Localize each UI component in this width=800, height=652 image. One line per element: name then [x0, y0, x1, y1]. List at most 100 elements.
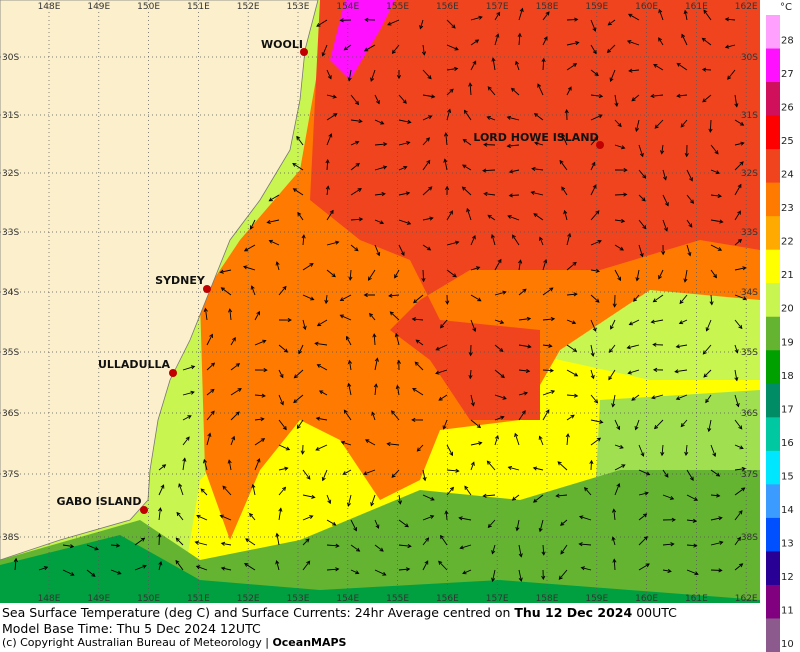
colorbar-label: 18 — [781, 371, 794, 382]
arrow-head — [445, 300, 450, 305]
current-arrow — [677, 94, 688, 97]
arrow-head — [327, 75, 332, 80]
arrow-head — [739, 445, 744, 450]
current-arrow — [294, 369, 304, 379]
arrow-head — [664, 227, 668, 232]
arrow-head — [651, 395, 656, 400]
arrow-head — [669, 495, 675, 500]
arrow-head — [631, 97, 636, 102]
current-arrow — [370, 69, 376, 82]
arrow-head — [449, 210, 453, 215]
arrow-head — [284, 466, 289, 471]
current-arrow — [230, 363, 240, 371]
current-arrow — [590, 437, 601, 446]
current-arrow — [206, 389, 215, 396]
arrow-head — [522, 288, 527, 293]
current-arrow — [612, 537, 616, 546]
current-arrow — [492, 569, 496, 582]
colorbar-label: 10 — [781, 639, 794, 650]
arrow-head — [429, 216, 434, 221]
current-arrow — [679, 319, 688, 324]
arrow-head — [478, 441, 483, 446]
current-arrow — [315, 444, 328, 451]
arrow-head — [468, 374, 473, 380]
current-arrow — [509, 169, 520, 173]
arrow-head — [268, 197, 273, 202]
current-arrow — [297, 212, 304, 221]
arrow-head — [279, 373, 284, 379]
current-arrow — [539, 237, 544, 246]
arrow-head — [462, 138, 467, 143]
current-arrow — [388, 294, 400, 297]
current-arrow — [374, 143, 387, 146]
current-arrow — [734, 394, 739, 407]
current-arrow — [470, 462, 475, 471]
current-arrow — [734, 161, 744, 171]
arrow-head — [243, 247, 249, 252]
arrow-head — [464, 485, 469, 490]
current-arrow — [302, 515, 313, 521]
current-arrow — [391, 410, 400, 421]
lat-label: 35S — [2, 348, 19, 358]
current-arrow — [710, 444, 716, 457]
arrow-head — [518, 259, 523, 264]
lon-label: 154E — [336, 2, 359, 12]
current-arrow — [342, 469, 352, 475]
current-arrow — [350, 141, 359, 146]
arrow-head — [521, 410, 526, 415]
current-arrow — [614, 219, 625, 222]
current-arrow — [590, 394, 598, 404]
arrow-head — [256, 458, 261, 463]
current-arrow — [254, 418, 264, 421]
current-arrow — [494, 394, 507, 400]
arrow-head — [466, 207, 471, 213]
current-arrow — [651, 94, 664, 97]
current-arrow — [710, 569, 722, 571]
current-arrow — [564, 210, 568, 221]
current-arrow — [158, 534, 160, 546]
arrow-head — [512, 234, 516, 239]
current-arrow — [734, 419, 743, 430]
current-arrow — [710, 517, 722, 521]
arrow-head — [296, 135, 301, 141]
current-arrow — [292, 163, 304, 171]
arrow-head — [210, 388, 215, 393]
arrow-head — [388, 293, 393, 298]
lon-label: 160E — [635, 594, 658, 603]
current-arrow — [654, 119, 664, 129]
current-arrow — [446, 210, 453, 221]
current-arrow — [584, 487, 592, 496]
current-arrow — [566, 262, 577, 271]
current-arrow — [322, 469, 328, 481]
current-arrow — [518, 392, 528, 396]
arrow-head — [472, 60, 477, 65]
arrow-head — [514, 432, 519, 438]
arrow-head — [315, 446, 320, 451]
current-arrow — [518, 288, 527, 296]
arrow-head — [688, 223, 693, 228]
current-arrow — [398, 166, 407, 171]
current-arrow — [566, 19, 578, 21]
current-arrow — [566, 433, 569, 446]
arrow-head — [157, 533, 162, 538]
current-arrow — [206, 334, 213, 346]
current-arrow — [276, 560, 280, 571]
current-arrow — [518, 369, 530, 372]
lon-label: 155E — [386, 594, 409, 603]
current-arrow — [158, 464, 166, 471]
arrow-head — [438, 560, 443, 565]
arrow-head — [532, 498, 538, 503]
arrow-head — [679, 299, 684, 305]
current-arrow — [422, 69, 432, 79]
arrow-head — [506, 115, 512, 120]
arrow-head — [421, 277, 426, 283]
current-arrow — [518, 344, 531, 348]
colorbar-label: 22 — [781, 237, 794, 248]
arrow-head — [117, 570, 122, 575]
current-arrow — [254, 394, 266, 397]
arrow-head — [449, 486, 455, 491]
arrow-head — [610, 325, 614, 330]
current-arrow — [459, 517, 472, 521]
arrow-head — [738, 510, 743, 515]
current-arrow — [398, 141, 410, 146]
